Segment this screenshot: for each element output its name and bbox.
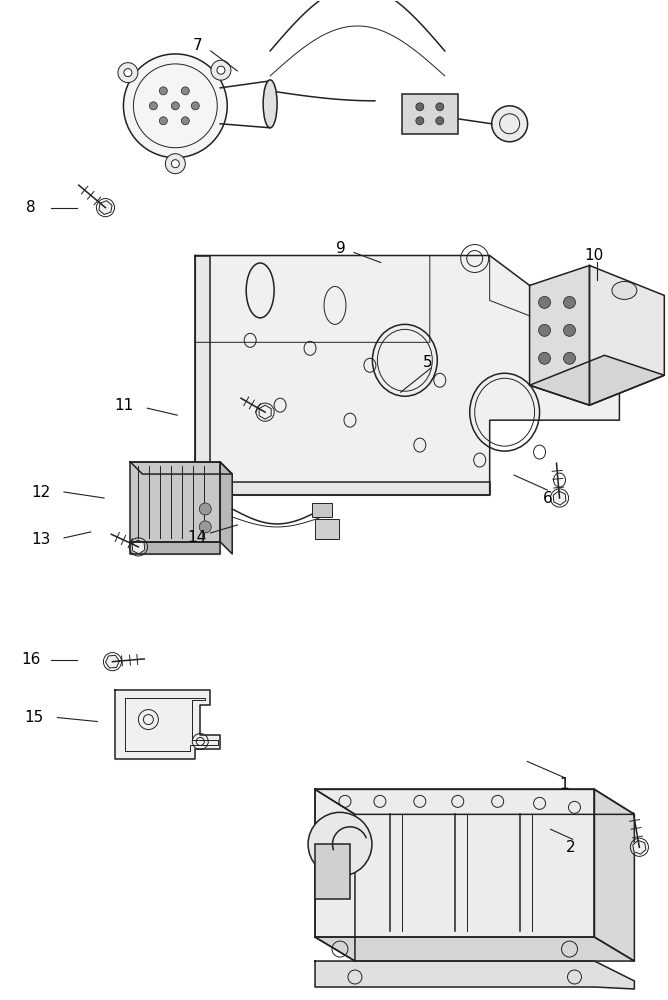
Circle shape <box>538 352 550 364</box>
Polygon shape <box>589 265 664 405</box>
Circle shape <box>436 103 444 111</box>
Polygon shape <box>195 482 490 495</box>
Circle shape <box>415 117 424 125</box>
Polygon shape <box>99 201 112 214</box>
Circle shape <box>150 102 158 110</box>
Circle shape <box>124 69 132 77</box>
Polygon shape <box>315 789 635 814</box>
Text: 12: 12 <box>31 485 50 500</box>
Text: 11: 11 <box>114 398 134 413</box>
Polygon shape <box>553 491 566 505</box>
Text: 14: 14 <box>188 530 207 545</box>
Polygon shape <box>132 540 145 554</box>
Circle shape <box>181 117 189 125</box>
Bar <box>315 844 350 899</box>
Polygon shape <box>130 542 220 554</box>
Text: 1: 1 <box>559 777 568 792</box>
Circle shape <box>492 106 528 142</box>
Circle shape <box>564 352 576 364</box>
Circle shape <box>217 66 225 74</box>
Text: 7: 7 <box>192 38 202 53</box>
Text: 6: 6 <box>542 491 552 506</box>
Text: 13: 13 <box>31 532 50 547</box>
Ellipse shape <box>612 281 637 299</box>
Circle shape <box>564 324 576 336</box>
Text: 5: 5 <box>423 355 432 370</box>
Polygon shape <box>195 256 619 495</box>
Polygon shape <box>220 462 232 554</box>
Circle shape <box>181 87 189 95</box>
Text: 9: 9 <box>336 241 345 256</box>
Polygon shape <box>315 789 355 961</box>
Ellipse shape <box>263 80 277 128</box>
Circle shape <box>171 160 179 168</box>
Bar <box>402 94 458 134</box>
Polygon shape <box>315 789 595 937</box>
Polygon shape <box>530 355 664 405</box>
Circle shape <box>124 54 227 158</box>
Circle shape <box>415 103 424 111</box>
Text: 10: 10 <box>584 248 604 263</box>
Polygon shape <box>195 256 210 495</box>
Polygon shape <box>530 265 589 405</box>
Circle shape <box>564 296 576 308</box>
Polygon shape <box>130 462 232 474</box>
Polygon shape <box>130 462 220 542</box>
Circle shape <box>199 521 211 533</box>
Text: 16: 16 <box>21 652 40 667</box>
Circle shape <box>199 503 211 515</box>
Polygon shape <box>595 789 635 961</box>
Text: 2: 2 <box>566 840 575 855</box>
Polygon shape <box>106 655 120 668</box>
Circle shape <box>538 296 550 308</box>
Circle shape <box>160 87 168 95</box>
Polygon shape <box>259 405 271 419</box>
Polygon shape <box>315 961 635 989</box>
Polygon shape <box>315 937 635 961</box>
Polygon shape <box>633 840 646 854</box>
Circle shape <box>166 154 185 174</box>
Bar <box>312 503 332 517</box>
Bar <box>315 519 339 539</box>
Text: 8: 8 <box>26 200 35 215</box>
Text: 15: 15 <box>25 710 43 725</box>
Circle shape <box>436 117 444 125</box>
Polygon shape <box>116 690 220 759</box>
Circle shape <box>211 60 231 80</box>
Circle shape <box>118 63 138 83</box>
Circle shape <box>160 117 168 125</box>
Circle shape <box>191 102 199 110</box>
Circle shape <box>308 812 372 876</box>
Circle shape <box>538 324 550 336</box>
Circle shape <box>171 102 179 110</box>
